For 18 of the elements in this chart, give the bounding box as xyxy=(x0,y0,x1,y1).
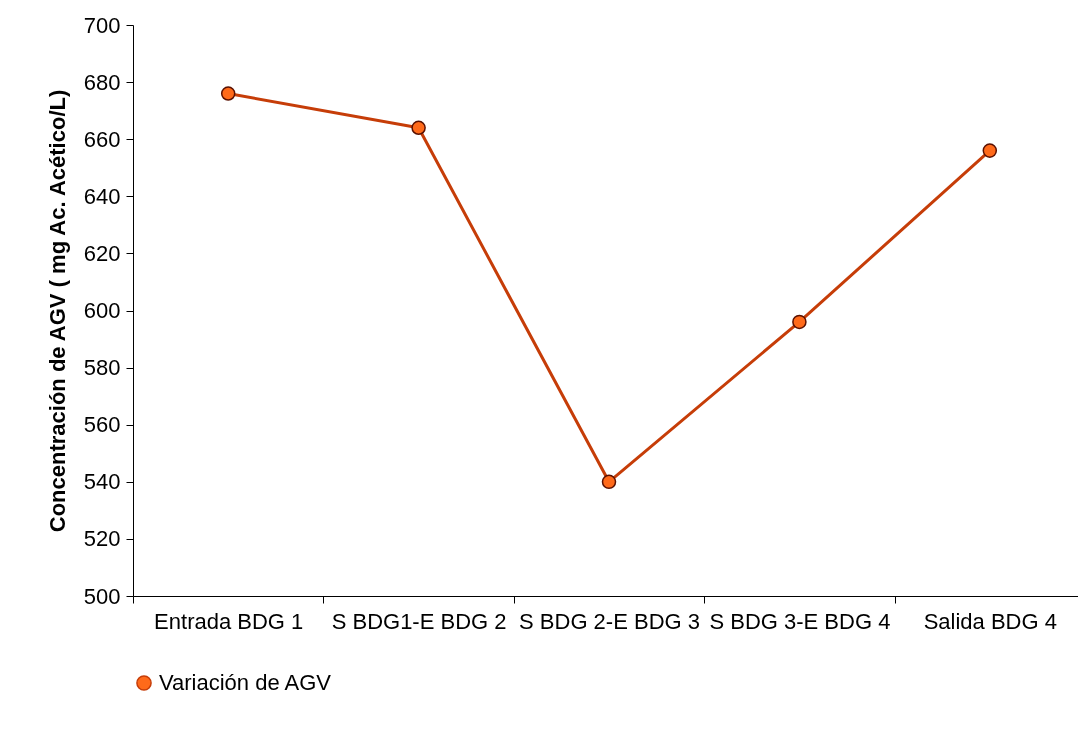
y-tick-label: 500 xyxy=(83,583,121,609)
y-tick-label: 620 xyxy=(83,240,121,266)
y-tick-label: 520 xyxy=(83,526,121,552)
y-tick-label: 680 xyxy=(83,69,121,95)
y-tick-label: 600 xyxy=(83,298,121,323)
x-tick-label: Salida BDG 4 xyxy=(923,608,1057,634)
y-tick-label: 640 xyxy=(83,183,121,209)
x-tick-label: S BDG1-E BDG 2 xyxy=(331,608,507,634)
x-tick-label: S BDG 2-E BDG 3 xyxy=(519,608,700,634)
y-tick-label: 660 xyxy=(83,126,121,152)
y-tick-label: 540 xyxy=(83,469,121,495)
x-tick-label: S BDG 3-E BDG 4 xyxy=(709,608,891,634)
x-tick-label: Entrada BDG 1 xyxy=(154,608,304,634)
y-tick-label: 700 xyxy=(83,12,121,38)
y-tick-label: 580 xyxy=(83,355,121,381)
y-tick-label: 560 xyxy=(83,412,121,438)
legend-label: Variación de AGV xyxy=(159,670,332,695)
y-axis-title: Concentración de AGV ( mg Ac. Acético/L) xyxy=(44,89,70,533)
